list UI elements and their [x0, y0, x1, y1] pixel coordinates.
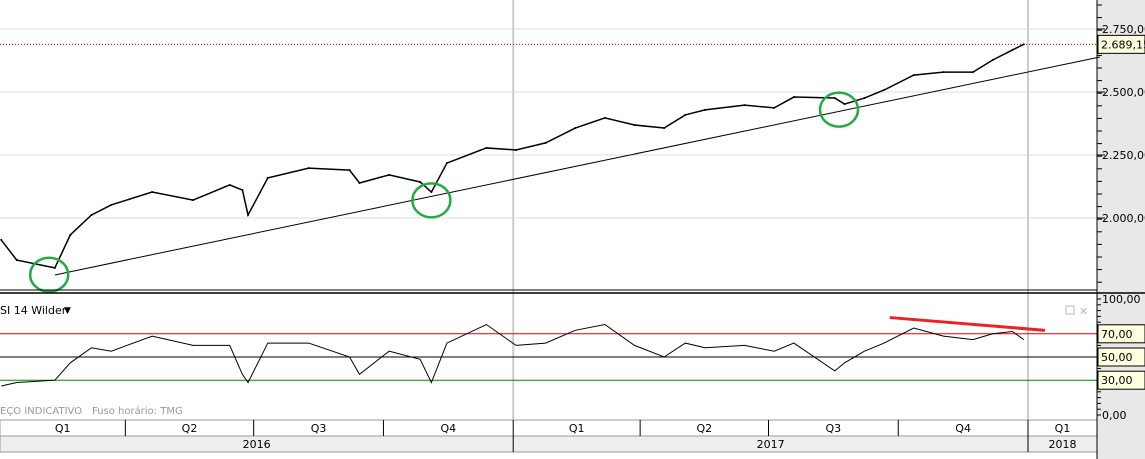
price-point	[110, 203, 113, 206]
price-point	[515, 148, 518, 151]
y-tick-label: 2.250,00	[1102, 149, 1145, 162]
rsi-series	[1, 323, 1025, 387]
price-point	[388, 173, 391, 176]
highlight-circle[interactable]	[818, 91, 860, 128]
triangle-down-icon[interactable]: ▼	[64, 306, 71, 316]
price-point	[348, 169, 351, 172]
quarter-label: Q4	[440, 422, 456, 435]
year-label: 2016	[243, 438, 271, 451]
rsi-divergence-line[interactable]	[889, 316, 1046, 332]
quarter-label: Q2	[182, 422, 198, 435]
quarter-label: Q3	[311, 422, 327, 435]
close-icon[interactable]: ✕	[1079, 305, 1088, 318]
price-point	[151, 191, 154, 194]
quarter-label: Q1	[1055, 422, 1071, 435]
quarter-row	[0, 419, 1098, 437]
y-tick-label: 2.000,00	[1102, 212, 1145, 225]
price-point	[266, 176, 269, 179]
price-point	[544, 141, 547, 144]
rsi-tick-label: 100,00	[1102, 293, 1141, 306]
price-point	[942, 71, 945, 74]
price-point	[603, 116, 606, 119]
price-point	[430, 191, 433, 194]
price-point	[0, 238, 3, 241]
price-point	[358, 181, 361, 184]
highlight-circle[interactable]	[28, 256, 70, 293]
rsi-level-label-box	[1097, 347, 1145, 367]
rsi-level-label: 30,00	[1101, 374, 1133, 387]
price-point	[228, 183, 231, 186]
price-point	[15, 259, 18, 262]
trendline[interactable]	[54, 56, 1101, 276]
price-point	[633, 124, 636, 127]
footer-price-note: EÇO INDICATIVO	[0, 406, 82, 417]
price-point	[792, 96, 795, 99]
last-price-label-box	[1097, 34, 1145, 54]
price-point	[743, 104, 746, 107]
price-point	[485, 146, 488, 149]
quarter-label: Q1	[55, 422, 71, 435]
price-point	[1022, 43, 1025, 46]
rsi-level-label-box	[1097, 324, 1145, 344]
price-point	[833, 97, 836, 100]
rsi-level-label-box	[1097, 370, 1145, 390]
price-point	[773, 106, 776, 109]
price-point	[704, 108, 707, 111]
price-point	[971, 71, 974, 74]
y-tick-label: 2.750,00	[1102, 23, 1145, 36]
year-label: 2018	[1049, 438, 1077, 451]
highlight-circle[interactable]	[411, 182, 452, 219]
price-point	[247, 213, 250, 216]
price-point	[1011, 48, 1014, 51]
price-point	[684, 113, 687, 116]
price-point	[883, 88, 886, 91]
quarter-label: Q2	[696, 422, 712, 435]
price-point	[307, 167, 310, 170]
price-point	[419, 180, 422, 183]
rsi-level-label: 50,00	[1101, 351, 1133, 364]
maximize-icon[interactable]	[1065, 305, 1075, 315]
quarter-label: Q4	[955, 422, 971, 435]
price-point	[53, 266, 56, 269]
price-point	[90, 213, 93, 216]
price-point	[863, 97, 866, 100]
quarter-label: Q3	[826, 422, 842, 435]
rsi-level-label: 70,00	[1101, 328, 1133, 341]
rsi-tick-label: 0,00	[1102, 409, 1127, 422]
price-point	[574, 127, 577, 130]
year-label: 2017	[757, 438, 785, 451]
price-point	[663, 127, 666, 130]
price-point	[241, 189, 244, 192]
price-point	[912, 74, 915, 77]
price-point	[192, 199, 195, 202]
price-point	[991, 58, 994, 61]
price-point	[69, 233, 72, 236]
y-tick-label: 2.500,00	[1102, 86, 1145, 99]
last-price-label: 2.689,15	[1101, 38, 1145, 51]
rsi-title[interactable]: SI 14 Wilder	[0, 304, 67, 317]
right-axis-bg	[1097, 0, 1145, 459]
footer-timezone: Fuso horário: TMG	[92, 405, 183, 417]
quarter-label: Q1	[569, 422, 585, 435]
price-point	[843, 103, 846, 106]
year-row	[0, 435, 1098, 453]
price-point	[445, 162, 448, 165]
